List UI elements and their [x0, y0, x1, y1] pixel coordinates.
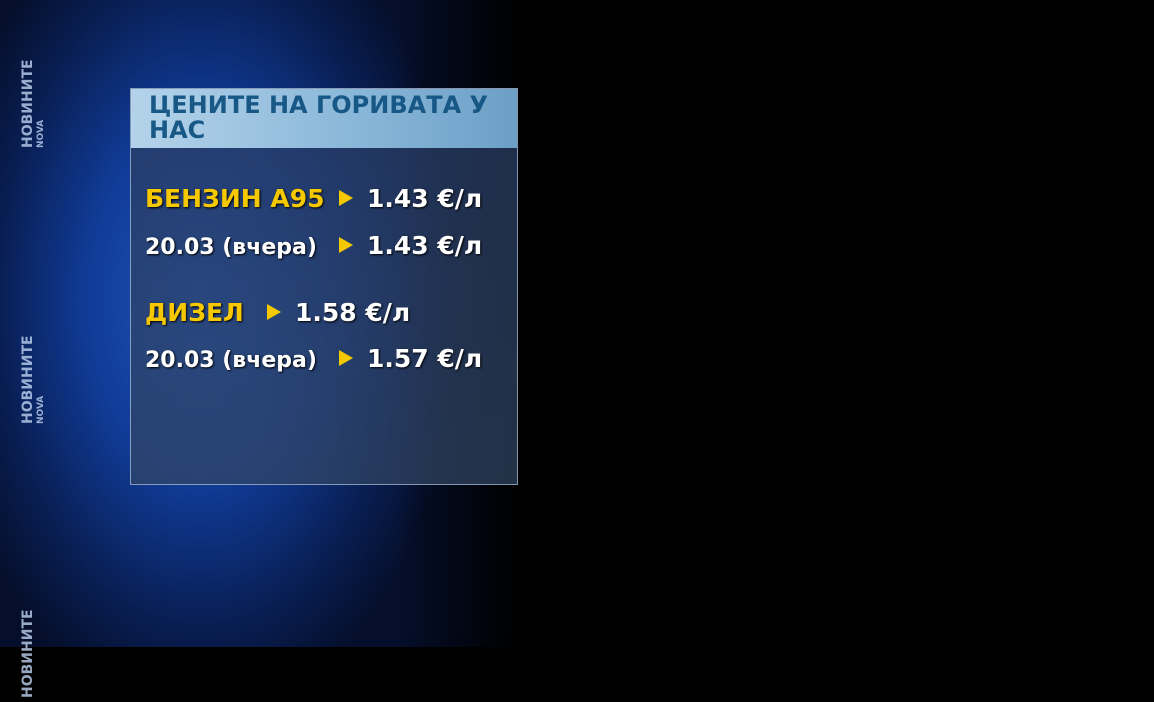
logo-subtext: NOVA	[36, 395, 46, 424]
fuel-label: ДИЗЕЛ	[145, 298, 244, 327]
date-label: 20.03 (вчера)	[145, 348, 317, 373]
price-value: 1.43 €/л	[367, 231, 483, 260]
price-value: 1.43 €/л	[367, 184, 483, 213]
play-arrow-icon	[339, 237, 353, 253]
price-row-diesel-yesterday: 20.03 (вчера) 1.57 €/л	[145, 344, 482, 373]
price-value: 1.57 €/л	[367, 344, 483, 373]
price-row-diesel: ДИЗЕЛ 1.58 €/л	[145, 298, 410, 327]
price-row-petrol-yesterday: 20.03 (вчера) 1.43 €/л	[145, 231, 482, 260]
play-arrow-icon	[339, 350, 353, 366]
price-row-petrol: БЕНЗИН А95 1.43 €/л	[145, 184, 482, 213]
watermark-logo: НОВИНИТЕ NOVA	[20, 59, 60, 152]
date-label: 20.03 (вчера)	[145, 235, 317, 260]
logo-text: НОВИНИТЕ	[20, 335, 36, 424]
logo-subtext: NOVA	[36, 119, 46, 148]
logo-text: НОВИНИТЕ	[20, 59, 36, 148]
price-value: 1.58 €/л	[295, 298, 411, 327]
panel-title: ЦЕНИТЕ НА ГОРИВАТА У НАС	[131, 89, 517, 148]
play-arrow-icon	[339, 190, 353, 206]
fuel-prices-panel: ЦЕНИТЕ НА ГОРИВАТА У НАС БЕНЗИН А95 1.43 …	[130, 88, 518, 485]
watermark-logo: НОВИНИТЕ NOVA	[20, 335, 60, 428]
play-arrow-icon	[267, 304, 281, 320]
watermark-logo: НОВИНИТЕ	[20, 609, 60, 702]
logo-text: НОВИНИТЕ	[20, 609, 36, 698]
fuel-label: БЕНЗИН А95	[145, 184, 325, 213]
